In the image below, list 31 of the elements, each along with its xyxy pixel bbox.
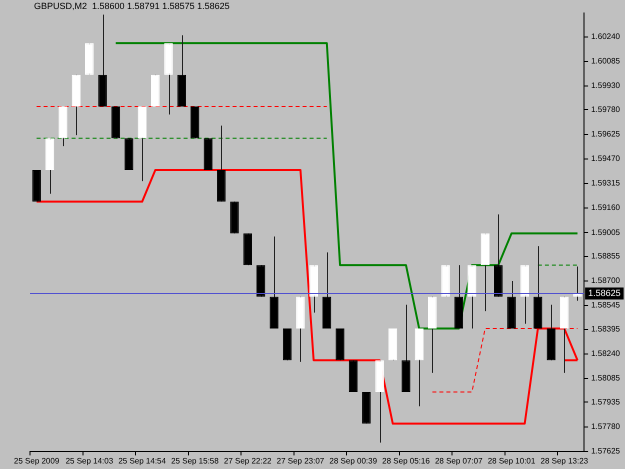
x-tick-label: 25 Sep 2009 xyxy=(14,456,60,466)
x-tick-label: 28 Sep 13:23 xyxy=(540,456,589,466)
x-tick-label: 25 Sep 14:54 xyxy=(118,456,166,466)
y-tick-label: 1.59005 xyxy=(591,228,621,237)
x-tick-label: 25 Sep 15:58 xyxy=(171,456,220,466)
y-tick-label: 1.58395 xyxy=(591,324,621,334)
y-tick-label: 1.58240 xyxy=(591,349,621,358)
ref-line-label: 1.58625 xyxy=(588,288,621,298)
y-tick-label: 1.59315 xyxy=(591,178,621,188)
x-tick-label: 28 Sep 07:07 xyxy=(434,456,484,466)
y-tick-label: 1.58700 xyxy=(591,276,621,286)
y-tick-label: 1.58085 xyxy=(591,374,621,383)
x-tick-label: 27 Sep 23:07 xyxy=(276,456,325,466)
y-tick-label: 1.59470 xyxy=(591,154,621,164)
x-tick-label: 25 Sep 14:03 xyxy=(66,456,114,466)
y-tick-label: 1.57935 xyxy=(591,397,621,406)
y-tick-label: 1.59625 xyxy=(591,129,621,138)
x-tick-label: 28 Sep 10:01 xyxy=(488,456,536,466)
chart-title: GBPUSD,M2 1.58600 1.58791 1.58575 1.58625 xyxy=(34,0,230,11)
x-tick-label: 27 Sep 22:22 xyxy=(224,456,272,466)
x-tick-label: 28 Sep 05:16 xyxy=(382,456,430,466)
y-tick-label: 1.58855 xyxy=(591,252,621,261)
x-tick-label: 28 Sep 00:39 xyxy=(329,456,378,466)
y-tick-label: 1.60085 xyxy=(591,56,621,66)
y-tick-label: 1.58545 xyxy=(591,300,621,310)
y-tick-label: 1.60240 xyxy=(591,32,621,41)
y-tick-label: 1.59160 xyxy=(591,203,621,212)
y-tick-label: 1.59780 xyxy=(591,104,621,114)
y-tick-label: 1.57780 xyxy=(591,422,621,432)
y-tick-label: 1.59930 xyxy=(591,81,621,90)
y-tick-label: 1.57625 xyxy=(591,446,621,456)
